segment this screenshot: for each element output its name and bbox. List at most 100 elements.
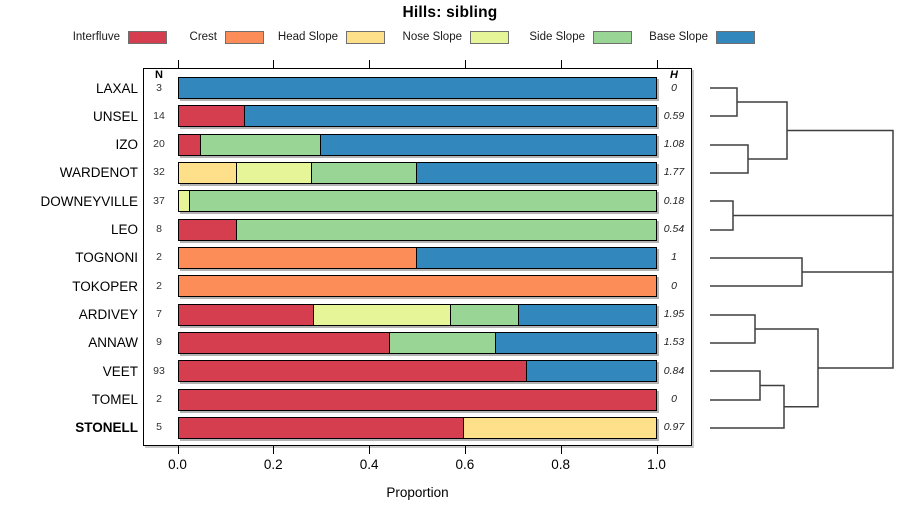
n-value: 3	[156, 81, 162, 94]
stacked-bar	[177, 161, 657, 184]
n-value: 2	[156, 279, 162, 292]
bar-segment-base-slope	[518, 303, 657, 326]
legend-swatch-crest	[225, 31, 264, 45]
bar-segment-crest	[177, 246, 418, 269]
h-value: 1.08	[663, 138, 685, 151]
x-axis-tick-bottom	[656, 446, 658, 454]
stacked-bar	[177, 77, 657, 99]
x-axis-tick-bottom	[369, 446, 371, 454]
stacked-bar	[177, 388, 657, 411]
row-label: WARDENOT	[59, 165, 138, 181]
legend-swatch-interfluve	[128, 31, 167, 45]
bar-segment-interfluve	[177, 303, 315, 326]
dendrogram-branch	[710, 370, 761, 401]
bar-segment-head-slope	[463, 416, 657, 439]
legend-swatch-nose-slope	[470, 31, 509, 45]
bar-segment-interfluve	[177, 133, 202, 156]
bar-segment-base-slope	[416, 246, 657, 269]
h-value: 0.84	[663, 364, 685, 377]
stacked-bar	[177, 105, 657, 128]
h-value: 0	[671, 81, 677, 94]
bar-segment-base-slope	[244, 105, 657, 128]
bar-segment-side-slope	[389, 331, 497, 354]
stacked-bar	[177, 218, 657, 241]
bar-segment-side-slope	[189, 190, 657, 213]
row-label: TOKOPER	[72, 278, 138, 294]
n-value: 5	[156, 421, 162, 434]
x-axis-tick-label: 0.0	[168, 457, 187, 472]
bar-segment-head-slope	[177, 161, 238, 184]
h-value: 1.53	[663, 336, 685, 349]
x-axis-tick-top	[273, 60, 275, 68]
bar-segment-interfluve	[177, 218, 238, 241]
row-label: STONELL	[75, 420, 138, 436]
stacked-bar	[177, 331, 657, 354]
legend-item-interfluve: Interfluve	[20, 29, 167, 45]
dendrogram-branch	[710, 87, 738, 117]
row-label: LAXAL	[95, 80, 138, 96]
legend-item-base-slope: Base Slope	[608, 29, 755, 45]
legend-label: Crest	[189, 31, 217, 44]
bar-segment-base-slope	[416, 161, 657, 184]
stacked-bar	[177, 246, 657, 269]
x-axis-tick-label: 1.0	[647, 457, 666, 472]
stacked-bar	[177, 275, 657, 298]
legend-label: Side Slope	[529, 31, 585, 44]
h-value: 0	[671, 279, 677, 292]
x-axis-tick-label: 0.6	[455, 457, 475, 472]
n-value: 37	[153, 194, 165, 207]
legend-item-nose-slope: Nose Slope	[362, 29, 509, 45]
col-header-h: H	[670, 69, 678, 81]
x-axis-tick-top	[464, 60, 466, 68]
legend-label: Head Slope	[277, 31, 338, 44]
x-axis-tick-label: 0.2	[263, 457, 283, 472]
x-axis-tick-bottom	[464, 446, 466, 454]
x-axis-tick-bottom	[273, 446, 275, 454]
bar-segment-interfluve	[177, 416, 465, 439]
h-value: 1.95	[663, 308, 685, 321]
legend-item-head-slope: Head Slope	[238, 29, 385, 45]
n-value: 8	[156, 223, 162, 236]
x-axis-tick-top	[560, 60, 562, 68]
bar-segment-side-slope	[200, 133, 322, 156]
x-axis-tick-bottom	[177, 446, 179, 454]
bar-segment-side-slope	[311, 161, 418, 184]
bar-segment-base-slope	[495, 331, 657, 354]
legend-swatch-head-slope	[346, 31, 385, 45]
h-value: 1.77	[663, 166, 685, 179]
bar-segment-crest	[177, 275, 657, 298]
bar-segment-interfluve	[177, 331, 391, 354]
row-label: ARDIVEY	[78, 307, 138, 323]
h-value: 0.59	[663, 109, 685, 122]
row-label: UNSEL	[92, 108, 138, 124]
n-value: 7	[156, 308, 162, 321]
legend-swatch-side-slope	[593, 31, 632, 45]
dendrogram-branch	[710, 384, 785, 429]
stacked-bar	[177, 303, 657, 326]
x-axis-tick-bottom	[560, 446, 562, 454]
n-value: 32	[153, 166, 165, 179]
x-axis-tick-top	[369, 60, 371, 68]
dendrogram-branch	[710, 200, 734, 231]
legend-label: Interfluve	[72, 31, 120, 44]
row-label: TOGNONI	[75, 250, 138, 266]
legend-label: Nose Slope	[402, 31, 462, 44]
h-value: 0.54	[663, 223, 685, 236]
n-value: 9	[156, 336, 162, 349]
row-label: IZO	[115, 137, 139, 153]
dendrogram-branch	[737, 101, 788, 160]
dendrogram-branch	[787, 129, 894, 369]
bar-segment-nose-slope	[236, 161, 313, 184]
x-axis-tick-label: 0.8	[551, 457, 571, 472]
dendrogram-branch	[755, 328, 819, 408]
bar-segment-base-slope	[177, 77, 657, 99]
bar-segment-side-slope	[236, 218, 657, 241]
bar-segment-nose-slope	[313, 303, 452, 326]
n-value: 93	[153, 364, 165, 377]
dendrogram-branch	[710, 257, 803, 287]
bar-segment-base-slope	[526, 360, 657, 383]
bar-segment-interfluve	[177, 360, 528, 383]
row-label: VEET	[102, 363, 138, 379]
h-value: 0	[671, 393, 677, 406]
